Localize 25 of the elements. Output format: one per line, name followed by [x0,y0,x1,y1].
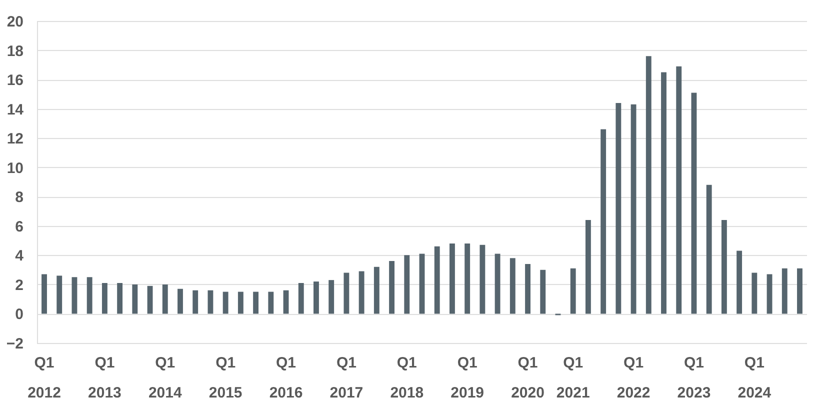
x-tick-label: Q1 2020 [511,354,544,402]
x-tick-label: Q1 2017 [330,354,364,402]
y-tick-label: 8 [15,189,24,206]
x-tick-label: Q1 2012 [28,354,61,402]
x-tick-label: Q1 2016 [269,354,303,402]
y-tick-label: −2 [6,336,24,352]
y-tick-label: 4 [15,248,24,265]
x-tick-label: Q1 2014 [148,354,182,402]
y-tick-label: 18 [6,42,24,60]
x-tick-label: Q1 2021 [556,354,590,402]
y-tick-label: 16 [6,72,24,90]
x-tick-label: Q1 2022 [616,354,650,402]
x-tick-label: Q1 2024 [738,354,772,402]
x-tick-label: Q1 2013 [88,354,122,402]
x-tick-label: Q1 2018 [390,354,424,402]
y-tick-label: 20 [6,14,24,30]
y-tick-label: 2 [15,276,24,294]
y-tick-label: 14 [6,101,24,118]
y-tick-label: 10 [6,160,24,177]
y-tick-label: 12 [6,130,24,148]
y-tick-label: 0 [15,306,24,324]
x-tick-label: Q1 2023 [677,354,711,402]
x-tick-label: Q1 2019 [450,354,484,402]
y-tick-label: 6 [15,218,24,236]
x-tick-label: Q1 2015 [208,354,242,402]
